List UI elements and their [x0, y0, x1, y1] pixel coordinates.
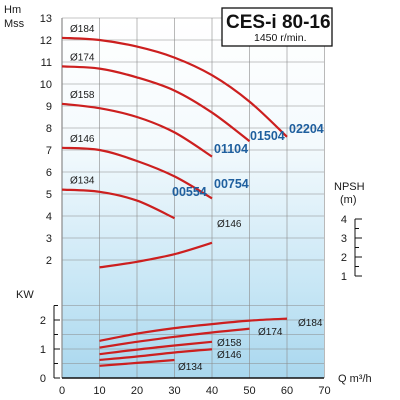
npsh-tick-label: 3 — [341, 233, 347, 245]
power-tick-label: 0 — [40, 373, 46, 385]
npsh-tick-label: 1 — [341, 271, 347, 283]
x-tick-label: 0 — [59, 385, 65, 397]
head-tick-label: 13 — [40, 13, 52, 25]
x-axis-label: Q m³/h — [338, 373, 372, 385]
head-axis-label-hm: Hm — [4, 4, 21, 16]
head-curve-impeller-label: Ø184 — [70, 24, 95, 35]
power-tick-label: 2 — [40, 315, 46, 327]
curves-layer — [61, 36, 288, 367]
head-tick-label: 11 — [41, 57, 52, 69]
power-curve-label: Ø174 — [258, 327, 283, 338]
head-tick-label: 9 — [46, 101, 52, 113]
head-tick-label: 7 — [46, 145, 52, 157]
head-curve-line — [61, 65, 251, 143]
npsh-tick-label: 2 — [341, 252, 347, 264]
x-tick-label: 40 — [206, 385, 218, 397]
head-curve-impeller-label: Ø174 — [70, 52, 95, 63]
npsh-axis-label-1: NPSH — [334, 181, 365, 193]
head-curve-impeller-label: Ø134 — [70, 176, 95, 187]
x-tick-label: 60 — [281, 385, 293, 397]
x-tick-label: 50 — [243, 385, 255, 397]
power-tick-label: 1 — [40, 344, 46, 356]
x-tick-label: 20 — [131, 385, 143, 397]
chart-title: CES-i 80-16 — [226, 12, 331, 33]
head-tick-label: 2 — [46, 255, 52, 267]
power-axis-label: KW — [16, 289, 34, 301]
power-curve-label: Ø146 — [217, 350, 242, 361]
head-curve-model-label: 00754 — [214, 177, 249, 191]
power-curve-label: Ø184 — [298, 318, 323, 329]
power-curve-line — [99, 358, 175, 367]
head-curve-impeller-label: Ø146 — [70, 134, 95, 145]
x-tick-label: 70 — [318, 385, 330, 397]
x-tick-label: 10 — [93, 385, 105, 397]
power-curve-line — [99, 340, 213, 356]
head-curve-model-label: 02204 — [289, 122, 324, 136]
head-tick-label: 6 — [46, 167, 52, 179]
npsh-curve-line — [99, 241, 213, 269]
power-curve-label: Ø134 — [178, 362, 203, 373]
title-box — [221, 7, 333, 47]
head-axis-label-mss: Mss — [4, 18, 25, 30]
head-curve-impeller-label: Ø158 — [70, 90, 95, 101]
head-curve-model-label: 01504 — [250, 129, 285, 143]
head-tick-label: 3 — [46, 233, 52, 245]
head-curve-model-label: 00554 — [172, 185, 207, 199]
head-tick-label: 8 — [46, 123, 52, 135]
head-tick-label: 12 — [40, 35, 52, 47]
head-curve-line — [61, 146, 213, 200]
head-curve-line — [61, 188, 175, 220]
power-curve-line — [99, 327, 250, 349]
head-tick-label: 5 — [46, 189, 52, 201]
chart-subtitle: 1450 r/min. — [254, 32, 307, 44]
power-curve-line — [99, 317, 288, 342]
x-tick-label: 30 — [168, 385, 180, 397]
npsh-curve-label: Ø146 — [217, 219, 242, 230]
head-tick-label: 10 — [40, 79, 52, 91]
head-curve-line — [61, 36, 288, 138]
power-curve-line — [99, 348, 213, 362]
power-curve-label: Ø158 — [217, 338, 242, 349]
head-curve-model-label: 01104 — [214, 142, 248, 156]
head-curve-line — [61, 102, 213, 158]
npsh-axis-label-2: (m) — [340, 194, 357, 206]
npsh-tick-label: 4 — [341, 214, 347, 226]
head-tick-label: 4 — [46, 211, 52, 223]
